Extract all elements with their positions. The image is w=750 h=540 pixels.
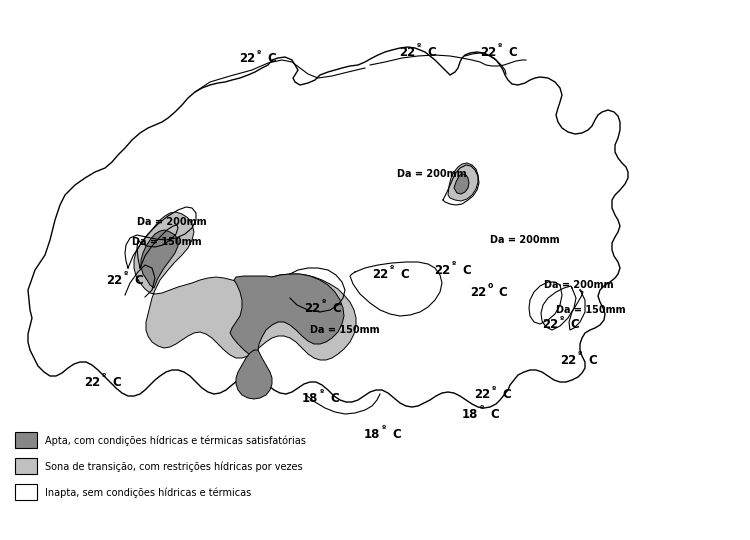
Text: C: C: [490, 408, 499, 421]
Polygon shape: [448, 163, 478, 201]
Text: 22: 22: [84, 375, 100, 388]
Bar: [15, 484, 37, 500]
Text: 18: 18: [302, 392, 318, 404]
Text: Da = 200mm: Da = 200mm: [137, 217, 206, 227]
Text: C: C: [462, 264, 471, 276]
Text: º: º: [257, 49, 261, 57]
Text: C: C: [392, 428, 400, 441]
Text: º: º: [382, 423, 386, 433]
Text: º: º: [102, 372, 106, 381]
Text: 18: 18: [364, 428, 380, 441]
Text: C: C: [332, 301, 340, 314]
Text: Apta, com condições hídricas e térmicas satisfatórias: Apta, com condições hídricas e térmicas …: [45, 436, 306, 446]
Text: º: º: [452, 260, 456, 268]
Text: 18: 18: [461, 408, 478, 421]
Text: C: C: [330, 392, 339, 404]
Text: º: º: [480, 403, 484, 413]
Text: Da = 150mm: Da = 150mm: [556, 305, 626, 315]
Text: C: C: [498, 286, 507, 299]
Text: 22: 22: [106, 273, 122, 287]
Text: o: o: [488, 281, 494, 291]
Text: Da = 150mm: Da = 150mm: [132, 237, 202, 247]
Text: Da = 200mm: Da = 200mm: [490, 235, 560, 245]
Text: º: º: [322, 298, 326, 307]
Text: 22: 22: [433, 264, 450, 276]
Polygon shape: [28, 47, 628, 408]
Text: Da = 150mm: Da = 150mm: [310, 325, 380, 335]
Text: 22: 22: [399, 45, 415, 58]
Text: Inapta, sem condições hídricas e térmicas: Inapta, sem condições hídricas e térmica…: [45, 488, 251, 498]
Text: C: C: [570, 319, 579, 332]
Text: C: C: [502, 388, 511, 402]
Text: 22: 22: [480, 45, 496, 58]
Text: º: º: [124, 269, 128, 279]
Text: º: º: [492, 384, 496, 394]
Text: º: º: [578, 349, 582, 359]
Bar: [15, 432, 37, 448]
Text: C: C: [112, 375, 121, 388]
Text: º: º: [498, 42, 502, 51]
Text: C: C: [588, 354, 597, 367]
Text: 22: 22: [304, 301, 320, 314]
Text: Da = 200mm: Da = 200mm: [397, 169, 466, 179]
Text: º: º: [390, 264, 394, 273]
Polygon shape: [134, 212, 356, 360]
Polygon shape: [141, 230, 178, 288]
Text: 22: 22: [470, 286, 486, 299]
Text: C: C: [427, 45, 436, 58]
Bar: [15, 458, 37, 474]
Polygon shape: [230, 274, 344, 357]
Text: 22: 22: [238, 52, 255, 65]
Text: 22: 22: [372, 267, 388, 280]
Text: 22: 22: [474, 388, 490, 402]
Text: Sona de transição, com restrições hídricas por vezes: Sona de transição, com restrições hídric…: [45, 462, 302, 472]
Text: º: º: [560, 314, 564, 323]
Text: 22: 22: [542, 319, 558, 332]
Text: º: º: [320, 388, 324, 396]
Text: C: C: [400, 267, 409, 280]
Text: C: C: [508, 45, 517, 58]
Text: 22: 22: [560, 354, 576, 367]
Text: Da = 200mm: Da = 200mm: [544, 280, 614, 290]
Polygon shape: [236, 350, 272, 399]
Text: C: C: [267, 52, 276, 65]
Polygon shape: [454, 174, 469, 194]
Text: º: º: [417, 42, 422, 51]
Text: C: C: [134, 273, 142, 287]
